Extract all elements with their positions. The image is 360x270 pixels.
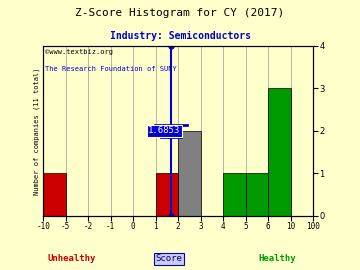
Bar [43, 173, 66, 216]
Text: ©www.textbiz.org: ©www.textbiz.org [45, 49, 113, 55]
Text: The Research Foundation of SUNY: The Research Foundation of SUNY [45, 66, 177, 72]
Bar [246, 173, 268, 216]
Y-axis label: Number of companies (11 total): Number of companies (11 total) [34, 67, 40, 195]
Bar [268, 89, 291, 216]
Text: Score: Score [156, 254, 183, 263]
Bar [156, 173, 178, 216]
Bar [223, 173, 246, 216]
Text: Unhealthy: Unhealthy [48, 254, 96, 263]
Text: 1.6853: 1.6853 [148, 126, 180, 136]
Text: Healthy: Healthy [258, 254, 296, 263]
Text: Z-Score Histogram for CY (2017): Z-Score Histogram for CY (2017) [75, 8, 285, 18]
Text: Industry: Semiconductors: Industry: Semiconductors [109, 31, 251, 41]
Bar [178, 131, 201, 216]
